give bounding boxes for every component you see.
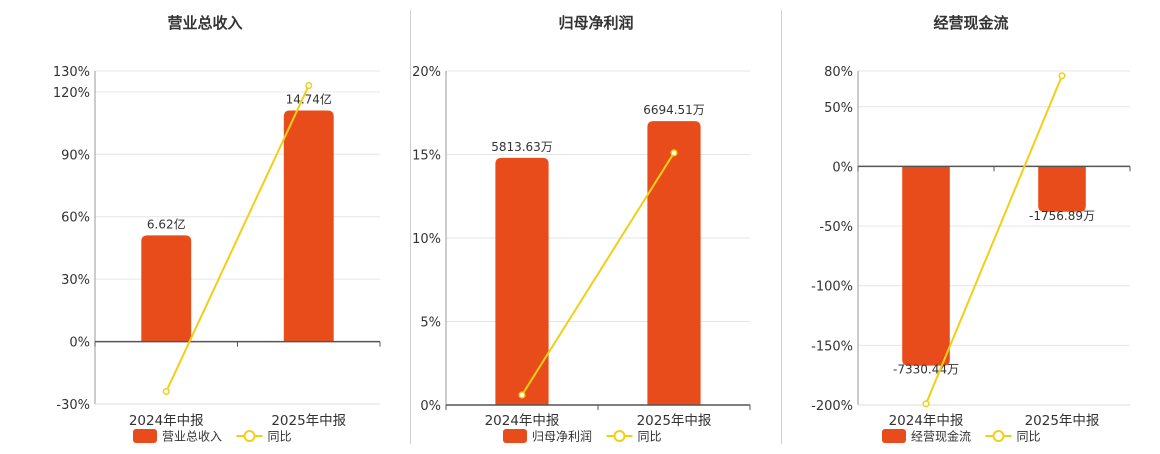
x-tick-label: 2025年中报 [271, 413, 346, 429]
line-series [521, 152, 675, 396]
y-tick-label: 120% [53, 86, 90, 101]
y-tick-label: 90% [61, 148, 90, 163]
y-tick-label: -100% [811, 280, 853, 295]
y-tick-label: 60% [61, 211, 90, 226]
chart-title: 归母净利润 [558, 14, 634, 32]
line-point [1058, 72, 1066, 80]
chart-svg-net-profit: 0% 5% 10% 15% 20% 5813.63万 6694.51万 2024年中报 2025… [412, 65, 751, 444]
y-tick-label: 0% [69, 336, 90, 351]
line-series [925, 75, 1063, 405]
panel-divider [410, 10, 411, 444]
y-tick-label: 10% [412, 232, 441, 247]
chart-svg-cash-flow: -200% -150% -100% -50% 0% 50% 80% -7330.44万 -175… [811, 65, 1131, 444]
y-tick-label: 20% [412, 65, 441, 80]
chart-title: 营业总收入 [167, 14, 243, 32]
bar-value-label: 6694.51万 [643, 103, 705, 117]
y-tick-label: 50% [824, 101, 853, 116]
x-tick-label: 2024年中报 [889, 413, 964, 429]
y-tick-label: 0% [420, 399, 441, 414]
y-tick-label: 5% [420, 316, 441, 331]
x-tick-label: 2025年中报 [637, 413, 712, 429]
panel-divider [781, 10, 782, 444]
bar [1038, 166, 1086, 212]
x-tick-label: 2024年中报 [485, 413, 560, 429]
line-point [670, 149, 678, 157]
y-tick-label: 15% [412, 149, 441, 164]
y-tick-label: -200% [811, 399, 853, 414]
legend-line-marker [613, 430, 626, 442]
legend-bar-swatch [133, 429, 157, 443]
x-tick-label: 2024年中报 [129, 413, 204, 429]
bar-value-label: -7330.44万 [893, 363, 959, 377]
y-tick-label: -150% [811, 339, 853, 354]
y-tick-label: 130% [53, 65, 90, 80]
bar [647, 121, 701, 405]
bar [141, 235, 192, 342]
y-tick-label: 30% [61, 273, 90, 288]
legend-bar-label: 经营现金流 [911, 429, 971, 444]
line-point [162, 387, 170, 396]
legend-bar-label: 归母净利润 [532, 430, 592, 444]
bar-value-label: 5813.63万 [491, 140, 553, 154]
line-point [922, 400, 930, 408]
bar [495, 157, 549, 405]
legend-bar-swatch [503, 429, 527, 443]
bar-value-label: -1756.89万 [1029, 209, 1095, 223]
y-tick-label: -30% [56, 398, 90, 413]
chart-svg-revenue: -30% 0% 30% 60% 90% 120% 130% 6.62亿 14.74亿 2024年中… [53, 65, 381, 444]
y-tick-label: 80% [824, 65, 853, 80]
chart-panel-revenue: 营业总收入 -30% 0% 30% 60% 90% 120% 130% 6.62亿 14.74亿… [0, 0, 410, 450]
legend-bar-swatch [882, 429, 906, 443]
chart-panel-net-profit: 归母净利润 0% 5% 10% 15% 20% 5813.63万 6694.51万 2024年… [411, 0, 781, 450]
bar [902, 166, 950, 366]
legend-line-label: 同比 [1017, 430, 1041, 444]
bar-value-label: 14.74亿 [286, 92, 332, 107]
line-series [165, 85, 310, 392]
y-tick-label: 0% [832, 160, 853, 175]
chart-title: 经营现金流 [933, 14, 1009, 32]
line-point [518, 391, 526, 399]
chart-panel-cash-flow: 经营现金流 -200% -150% -100% -50% 0% 50% 80% -7330.4… [782, 0, 1160, 450]
y-tick-label: -50% [819, 220, 853, 235]
legend-line-label: 同比 [268, 430, 292, 444]
legend-line-marker [243, 430, 256, 442]
bar [283, 110, 334, 342]
bar-value-label: 6.62亿 [147, 216, 186, 231]
x-tick-label: 2025年中报 [1025, 413, 1100, 429]
legend-line-marker [992, 430, 1005, 442]
line-point [305, 82, 313, 90]
legend-bar-label: 营业总收入 [162, 430, 222, 444]
legend-line-label: 同比 [638, 430, 662, 444]
